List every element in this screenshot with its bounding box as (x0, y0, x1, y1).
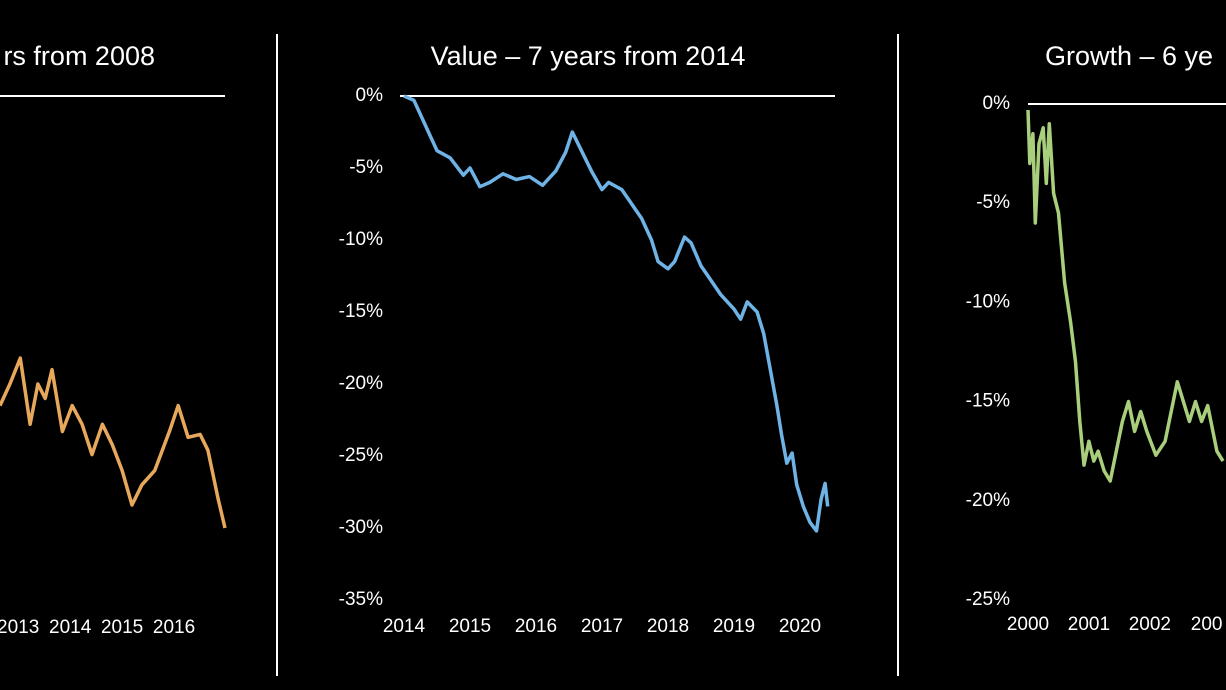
y-tick-label: -5% (976, 192, 1010, 213)
data-line (403, 94, 830, 533)
chart-title: Value – 7 years from 2014 (431, 41, 746, 71)
data-line (1026, 109, 1225, 483)
chart-title: Growth – 6 ye (1045, 41, 1213, 71)
y-tick-label: -30% (339, 517, 383, 538)
x-tick-label: 2016 (515, 616, 557, 637)
x-tick-label: 2015 (101, 617, 143, 638)
x-tick-label: 2002 (1129, 614, 1171, 635)
y-tick-label: -5% (349, 157, 383, 178)
x-tick-label: 2013 (0, 617, 39, 638)
y-tick-label: -25% (339, 445, 383, 466)
x-tick-label: 2015 (449, 616, 491, 637)
data-line (0, 356, 227, 529)
y-tick-label: 0% (983, 93, 1011, 114)
x-tick-label: 2018 (647, 616, 689, 637)
x-tick-label: 2000 (1007, 614, 1049, 635)
y-tick-label: -15% (966, 391, 1010, 412)
x-tick-label: 2017 (581, 616, 623, 637)
x-tick-label: 2019 (713, 616, 755, 637)
y-tick-label: 0% (356, 85, 384, 106)
x-tick-label: 2001 (1068, 614, 1110, 635)
y-tick-label: -15% (339, 301, 383, 322)
y-tick-label: -10% (339, 229, 383, 250)
y-tick-label: -10% (966, 291, 1010, 312)
x-tick-label: 2020 (779, 616, 821, 637)
y-tick-label: -35% (339, 589, 383, 610)
y-tick-label: -20% (966, 490, 1010, 511)
x-tick-label: 2016 (153, 617, 195, 638)
y-tick-label: -20% (339, 373, 383, 394)
y-tick-label: -25% (966, 589, 1010, 610)
x-tick-label: 2014 (49, 617, 92, 638)
x-tick-label: 2014 (383, 616, 426, 637)
x-tick-label: 200 (1191, 614, 1223, 635)
chart-title: rs from 2008 (3, 41, 155, 71)
